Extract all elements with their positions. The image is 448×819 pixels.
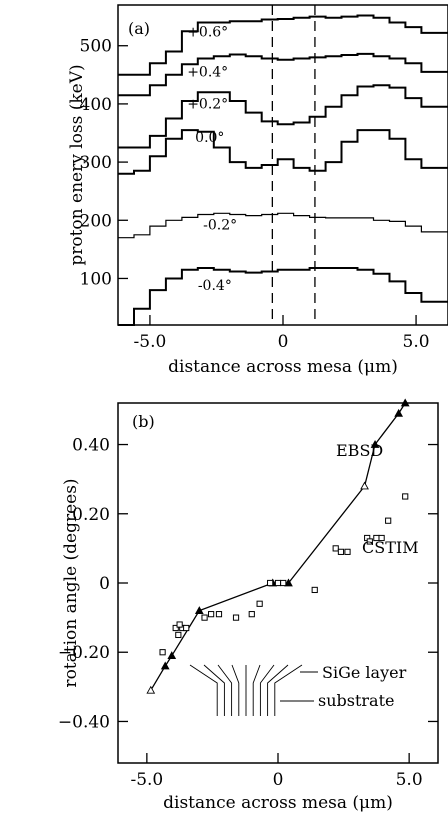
- cstim-point: [366, 538, 373, 545]
- cstim-point: [402, 493, 409, 500]
- cstim-point: [385, 517, 392, 524]
- lattice-line: [189, 664, 218, 716]
- lattice-line: [217, 664, 233, 716]
- panel-a-y-tick-label: 200: [80, 211, 112, 231]
- lattice-line: [252, 664, 261, 716]
- ebsd-point: [167, 651, 177, 660]
- cstim-point: [344, 548, 351, 555]
- cstim-point: [201, 614, 208, 621]
- panel-b-layer-inset: [189, 664, 318, 716]
- panel-a-series-line: [118, 129, 448, 175]
- panel-b-axes: -5.0 0 5.0 −0.40 −0.20 0 0.20 0.40: [58, 436, 438, 790]
- cstim-point: [332, 545, 339, 552]
- cstim-point: [311, 586, 318, 594]
- panel-b-x-tick-label: 0: [273, 770, 284, 790]
- panel-b-y-axis-title: rotation angle (degrees): [61, 478, 81, 687]
- cstim-point: [215, 611, 223, 618]
- panel-a-series: +0.6° +0.4° +0.2° 0.0° -0.2° -0.4°: [118, 14, 448, 326]
- panel-b-label: (b): [132, 412, 155, 431]
- ebsd-point: [400, 398, 410, 407]
- panel-a-y-axis-title: proton enery loss (keV): [67, 64, 87, 265]
- cstim-point: [337, 548, 345, 555]
- panel-a-x-tick-label: -5.0: [134, 332, 167, 352]
- panel-a: +0.6° +0.4° +0.2° 0.0° -0.2° -0.4° -5.0 0 5.0 10…: [67, 4, 448, 377]
- panel-b: -5.0 0 5.0 −0.40 −0.20 0 0.20 0.40 (b) distance…: [58, 398, 439, 813]
- panel-a-series-label: -0.4°: [198, 278, 232, 294]
- ebsd-point: [160, 661, 170, 670]
- panel-b-y-tick-label: 0.20: [72, 505, 110, 525]
- cstim-point: [176, 621, 183, 628]
- cstim-point: [256, 600, 263, 607]
- ebsd-series-label: EBSD: [336, 441, 383, 460]
- cstim-point: [208, 611, 215, 618]
- cstim-point: [172, 624, 179, 632]
- cstim-series-label: CSTIM: [362, 538, 419, 557]
- panel-a-series-line: [118, 84, 448, 149]
- panel-b-x-tick-label: -5.0: [130, 770, 163, 790]
- ebsd-point: [394, 408, 404, 417]
- cstim-point: [267, 579, 274, 587]
- substrate-label: substrate: [318, 691, 394, 710]
- ebsd-point: [370, 440, 380, 448]
- panel-a-series-label: -0.2°: [203, 217, 237, 233]
- lattice-line: [267, 664, 289, 716]
- panel-b-y-tick-label: −0.20: [58, 643, 110, 663]
- ebsd-point: [360, 481, 369, 490]
- cstim-point: [232, 614, 240, 621]
- lattice-line: [274, 664, 303, 716]
- sige-layer-label: SiGe layer: [322, 663, 407, 682]
- panel-a-y-tick-label: 300: [80, 153, 112, 173]
- panel-b-y-tick-label: 0: [99, 574, 110, 594]
- panel-a-frame: [117, 4, 448, 326]
- panel-a-label: (a): [128, 19, 150, 38]
- cstim-point: [183, 624, 190, 632]
- ebsd-point: [284, 578, 293, 587]
- panel-a-axes: -5.0 0 5.0 100 200 300 400 500: [80, 5, 430, 352]
- lattice-line: [203, 664, 225, 716]
- panel-a-series-label: +0.6°: [187, 24, 228, 40]
- cstim-point: [280, 579, 287, 587]
- panel-a-series-label: +0.2°: [187, 96, 228, 112]
- panel-a-y-tick-label: 500: [80, 37, 112, 57]
- panel-a-series-line: [118, 212, 448, 239]
- cstim-point: [159, 649, 166, 656]
- lattice-line: [259, 664, 275, 716]
- panel-a-series-line: [118, 267, 448, 326]
- ebsd-point: [146, 685, 156, 694]
- panel-a-series-label: 0.0°: [195, 130, 224, 146]
- cstim-point: [248, 611, 255, 618]
- lattice-line: [231, 664, 240, 716]
- cstim-point: [175, 631, 182, 639]
- panel-a-y-tick-label: 400: [80, 95, 112, 115]
- panel-b-y-tick-label: −0.40: [58, 712, 110, 732]
- panel-a-series-label: +0.4°: [187, 65, 228, 81]
- panel-a-y-tick-label: 100: [80, 269, 112, 289]
- cstim-point: [378, 534, 385, 542]
- cstim-point: [274, 579, 282, 587]
- panel-a-x-tick-label: 0: [278, 332, 289, 352]
- ebsd-point: [194, 606, 204, 615]
- panel-a-x-tick-label: 5.0: [403, 332, 430, 352]
- panel-a-series-line: [118, 14, 448, 76]
- panel-b-x-axis-title: distance across mesa (μm): [163, 793, 393, 813]
- panel-b-series: [146, 398, 410, 694]
- panel-a-series-line: [118, 52, 448, 97]
- panel-a-x-axis-title: distance across mesa (μm): [168, 357, 398, 377]
- panel-b-y-tick-label: 0.40: [72, 436, 110, 456]
- panel-b-x-tick-label: 5.0: [396, 770, 423, 790]
